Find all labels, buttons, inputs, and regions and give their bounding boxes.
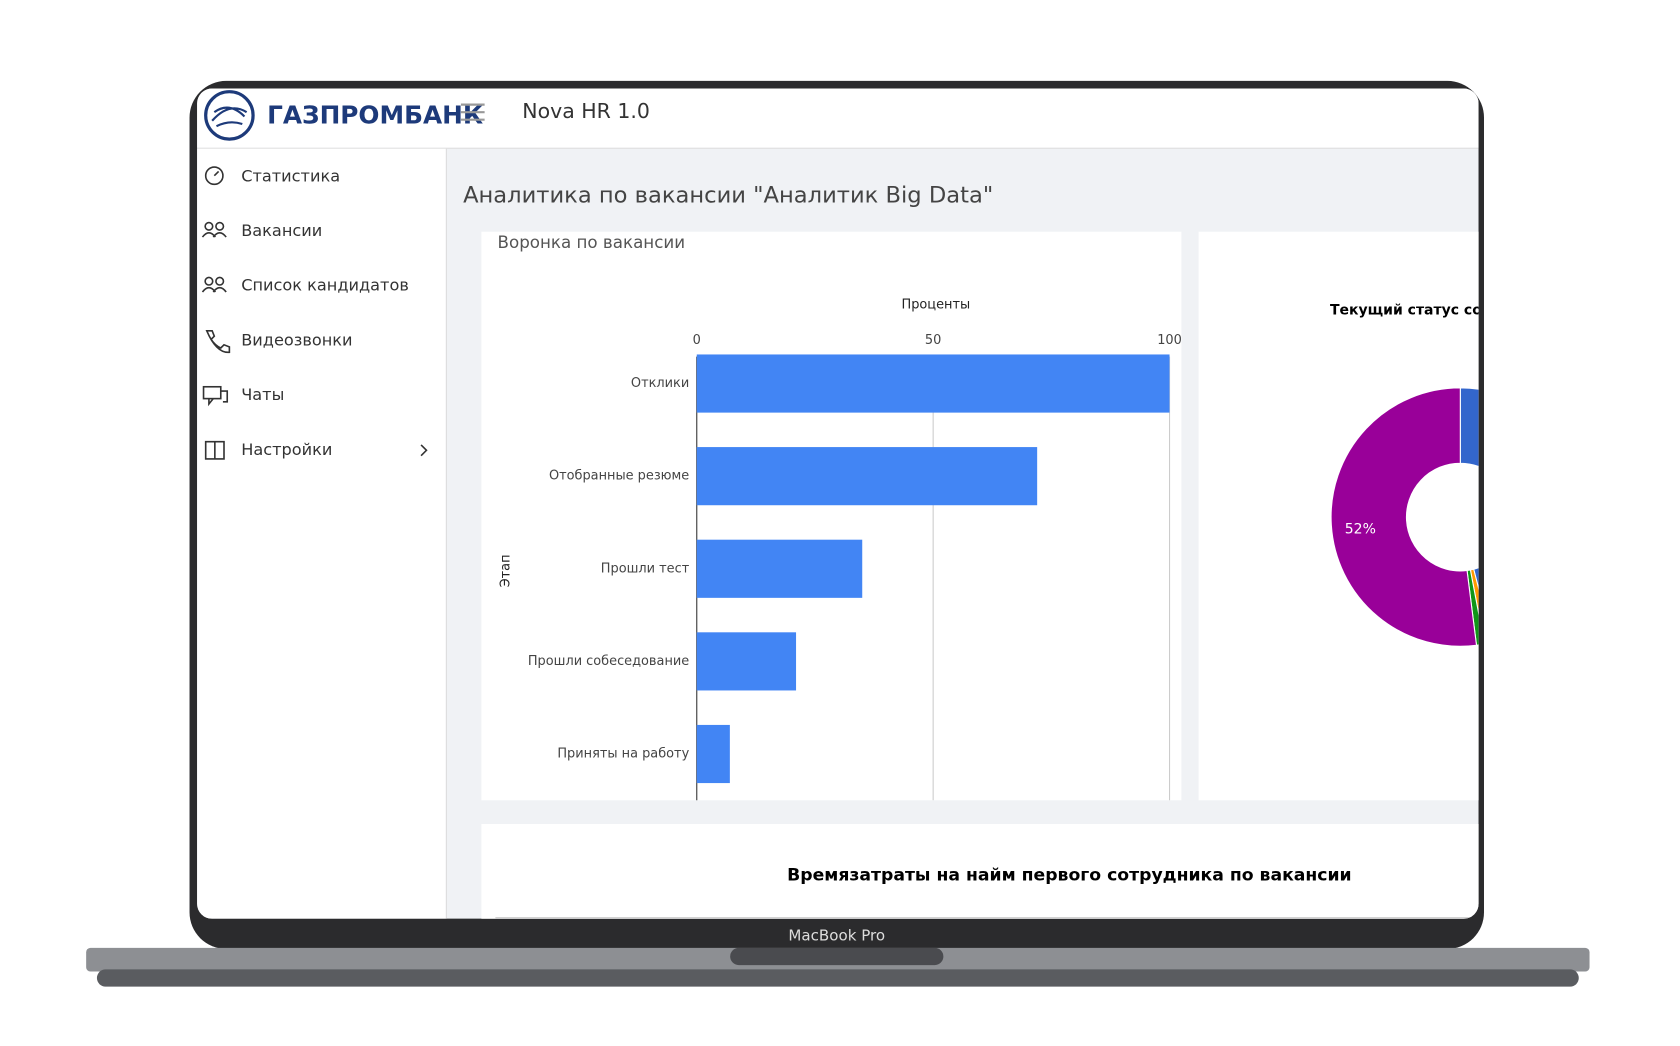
device-label: MacBook Pro (788, 927, 885, 945)
sidebar (197, 148, 446, 919)
menu-item[interactable]: Вакансии (241, 221, 322, 240)
laptop-base-bottom (96, 969, 1579, 987)
menu-button[interactable] (460, 103, 485, 121)
sidebar-menu: Статистика Вакансии Список кандидатов Видео… (241, 166, 409, 459)
bank-name: ГАЗПРОМБАНК (267, 100, 483, 129)
x-tick-label: 50 (925, 333, 941, 348)
y-axis-title: Этап (499, 554, 514, 587)
menu-item[interactable]: Настройки (241, 440, 332, 459)
data-label: 52% (1345, 521, 1376, 537)
y-tick-label: Прошли собеседование (528, 654, 689, 669)
card (481, 824, 1479, 919)
sidebar-icons (201, 166, 428, 460)
menu-item[interactable]: Чаты (241, 385, 284, 404)
y-tick-label: Отобранные резюме (549, 469, 689, 484)
bar (696, 724, 730, 784)
chevron (420, 444, 428, 457)
menu-item[interactable]: Список кандидатов (241, 276, 409, 295)
status-card: Текущий статус соис 52% (1330, 302, 1500, 647)
bar (696, 354, 1170, 413)
bar (696, 447, 1038, 506)
page-title: Аналитика по вакансии "Аналитик Big Data… (463, 183, 993, 209)
funnel-chart: 0 50 100 Отклики Отобранные резюме Прошли тес… (528, 333, 1182, 801)
x-tick-label: 100 (1157, 333, 1182, 348)
chart-title: Текущий статус соис (1330, 302, 1500, 318)
menu-item[interactable]: Статистика (241, 166, 340, 185)
bar (696, 632, 797, 691)
card (481, 231, 1182, 801)
donut-slice (1330, 387, 1478, 647)
x-tick-label: 0 (693, 333, 701, 348)
y-tick-label: Отклики (631, 376, 689, 391)
notch (730, 947, 944, 966)
chart-title: Времязатраты на найм первого сотрудника … (787, 866, 1351, 886)
card-title: Воронка по вакансии (498, 233, 686, 252)
app-name: Nova HR 1.0 (522, 99, 650, 123)
y-tick-label: Прошли тест (601, 561, 690, 576)
donut-chart: 52% (1330, 387, 1479, 647)
y-tick-label: Приняты на работу (557, 747, 689, 762)
bar (696, 539, 863, 598)
logo (204, 90, 255, 141)
menu-item[interactable]: Видеозвонки (241, 330, 352, 349)
x-axis-title: Проценты (902, 297, 971, 312)
logo-mark (211, 106, 248, 128)
screen: ГАЗПРОМБАНК Nova HR 1.0 Статистика Ваканс… (197, 88, 1500, 919)
header (197, 88, 1479, 148)
